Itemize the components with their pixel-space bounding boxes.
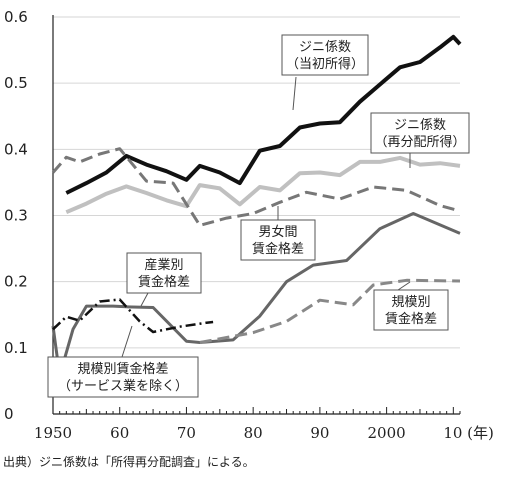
y-tick-label: 0.1 xyxy=(4,339,28,357)
series-line-4 xyxy=(199,278,461,344)
y-tick-label: 0 xyxy=(4,405,14,423)
callout-box xyxy=(240,219,316,261)
y-tick-label: 0.4 xyxy=(4,140,28,158)
callout-box xyxy=(370,112,470,154)
series-line-0 xyxy=(65,34,462,195)
callout-label: 賃金格差 xyxy=(252,241,304,257)
x-tick-label: 2000 xyxy=(368,424,406,442)
series-lines xyxy=(51,34,462,378)
y-tick-label: 0.5 xyxy=(4,74,28,92)
callout-label: ジニ係数 xyxy=(299,40,351,55)
y-tick-label: 0.3 xyxy=(4,207,28,225)
y-tick-label: 0.6 xyxy=(4,8,28,26)
callout-leader xyxy=(121,325,133,358)
callout-leader xyxy=(292,76,297,111)
callout-0: ジニ係数（当初所得） xyxy=(281,34,369,111)
callout-label: 規模別 xyxy=(391,295,430,310)
series-line-1 xyxy=(65,155,461,215)
series-line-5 xyxy=(52,298,214,334)
callout-label: 賃金格差 xyxy=(138,274,190,290)
callout-label: 産業別 xyxy=(144,257,183,273)
callout-leader xyxy=(397,281,411,291)
callout-box xyxy=(126,252,202,294)
source-note: 出典）ジニ係数は「所得再分配調査」による。 xyxy=(3,454,255,469)
callout-box xyxy=(373,289,449,331)
callout-1: ジニ係数（再分配所得） xyxy=(370,112,470,168)
callout-5: 規模別賃金格差（サービス業を除く） xyxy=(47,325,199,398)
callout-label: （当初所得） xyxy=(286,56,364,72)
y-tick-label: 0.2 xyxy=(4,273,28,291)
callout-label: （再分配所得） xyxy=(374,134,465,150)
tick-labels: 0 0.1 0.2 0.3 0.4 0.5 0.6 1950 60 70 80 90 2000 10 (年… xyxy=(4,8,494,442)
callout-4: 規模別賃金格差 xyxy=(373,281,449,331)
callout-label: 規模別賃金格差 xyxy=(77,361,168,377)
callout-box xyxy=(281,34,369,76)
callout-label: 男女間 xyxy=(258,224,297,240)
callout-label: （サービス業を除く） xyxy=(58,378,188,394)
callout-label: 賃金格差 xyxy=(385,311,437,327)
x-tick-label: 60 xyxy=(110,424,129,442)
callout-leader xyxy=(140,292,149,307)
callout-box xyxy=(47,356,199,398)
x-tick-label: 1950 xyxy=(34,424,72,442)
series-line-2 xyxy=(51,147,461,227)
series-callouts: ジニ係数（当初所得）ジニ係数（再分配所得）男女間賃金格差産業別賃金格差規模別賃金… xyxy=(47,34,470,398)
x-tick-label: 90 xyxy=(310,424,329,442)
x-tick-label: 10 (年) xyxy=(443,424,494,442)
axes xyxy=(52,15,461,415)
x-tick-label: 80 xyxy=(244,424,263,442)
callout-label: ジニ係数 xyxy=(394,118,446,133)
x-tick-label: 70 xyxy=(177,424,196,442)
